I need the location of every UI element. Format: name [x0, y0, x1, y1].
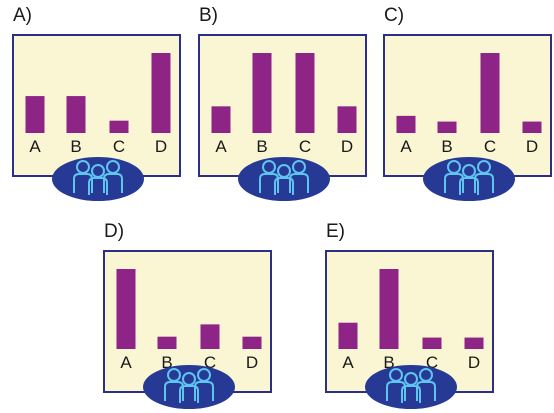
bar-d [242, 336, 262, 349]
bar-a [211, 106, 231, 133]
category-label-b: B [70, 137, 81, 156]
bar-group [338, 269, 484, 349]
bar-d [337, 106, 357, 133]
audience-icon [423, 157, 515, 201]
audience-icon [365, 365, 457, 409]
bar-a [116, 269, 136, 349]
bar-group [211, 53, 357, 133]
panel-c: C) A B C D [383, 5, 552, 201]
category-label-a: A [29, 137, 41, 156]
category-label-b: B [256, 137, 267, 156]
category-label-b: B [383, 353, 394, 372]
panel-label: E) [326, 221, 345, 242]
panel-a: A) A B C D [12, 5, 181, 201]
bar-group [25, 53, 171, 133]
category-label-b: B [161, 353, 172, 372]
panel-d: D) A B C D [103, 221, 272, 409]
bar-d [464, 337, 484, 349]
panel-label: C) [384, 5, 404, 26]
bar-b [157, 336, 177, 349]
bar-a [396, 115, 416, 133]
bar-b [66, 96, 86, 133]
category-label-d: D [246, 353, 258, 372]
bar-b [379, 269, 399, 349]
category-label-c: C [299, 137, 311, 156]
panel-label: B) [199, 5, 218, 26]
bar-group [396, 53, 542, 133]
panel-frame [198, 34, 367, 177]
panel-label: D) [104, 221, 124, 242]
bar-c [295, 53, 315, 133]
category-label-d: D [155, 137, 167, 156]
bar-d [151, 53, 171, 133]
bar-group [116, 269, 262, 349]
bar-a [25, 96, 45, 133]
panel-label: A) [13, 5, 32, 26]
panel-b: B) A B C D [198, 5, 367, 201]
bar-c [200, 324, 220, 349]
category-label-a: A [215, 137, 227, 156]
audience-icon [238, 157, 330, 201]
category-label-d: D [341, 137, 353, 156]
category-label-d: D [468, 353, 480, 372]
bar-c [109, 120, 129, 133]
category-label-d: D [526, 137, 538, 156]
category-label-c: C [113, 137, 125, 156]
bar-b [252, 53, 272, 133]
bar-b [437, 121, 457, 133]
panel-frame [383, 34, 552, 177]
category-label-c: C [484, 137, 496, 156]
audience-icon [52, 157, 144, 201]
bar-c [480, 53, 500, 133]
panel-e: E) A B C D [325, 221, 494, 409]
category-label-a: A [120, 353, 132, 372]
category-label-b: B [441, 137, 452, 156]
audience-icon [143, 365, 235, 409]
category-label-a: A [342, 353, 354, 372]
bar-c [422, 337, 442, 349]
bar-d [522, 121, 542, 133]
category-label-a: A [400, 137, 412, 156]
bar-a [338, 322, 358, 349]
